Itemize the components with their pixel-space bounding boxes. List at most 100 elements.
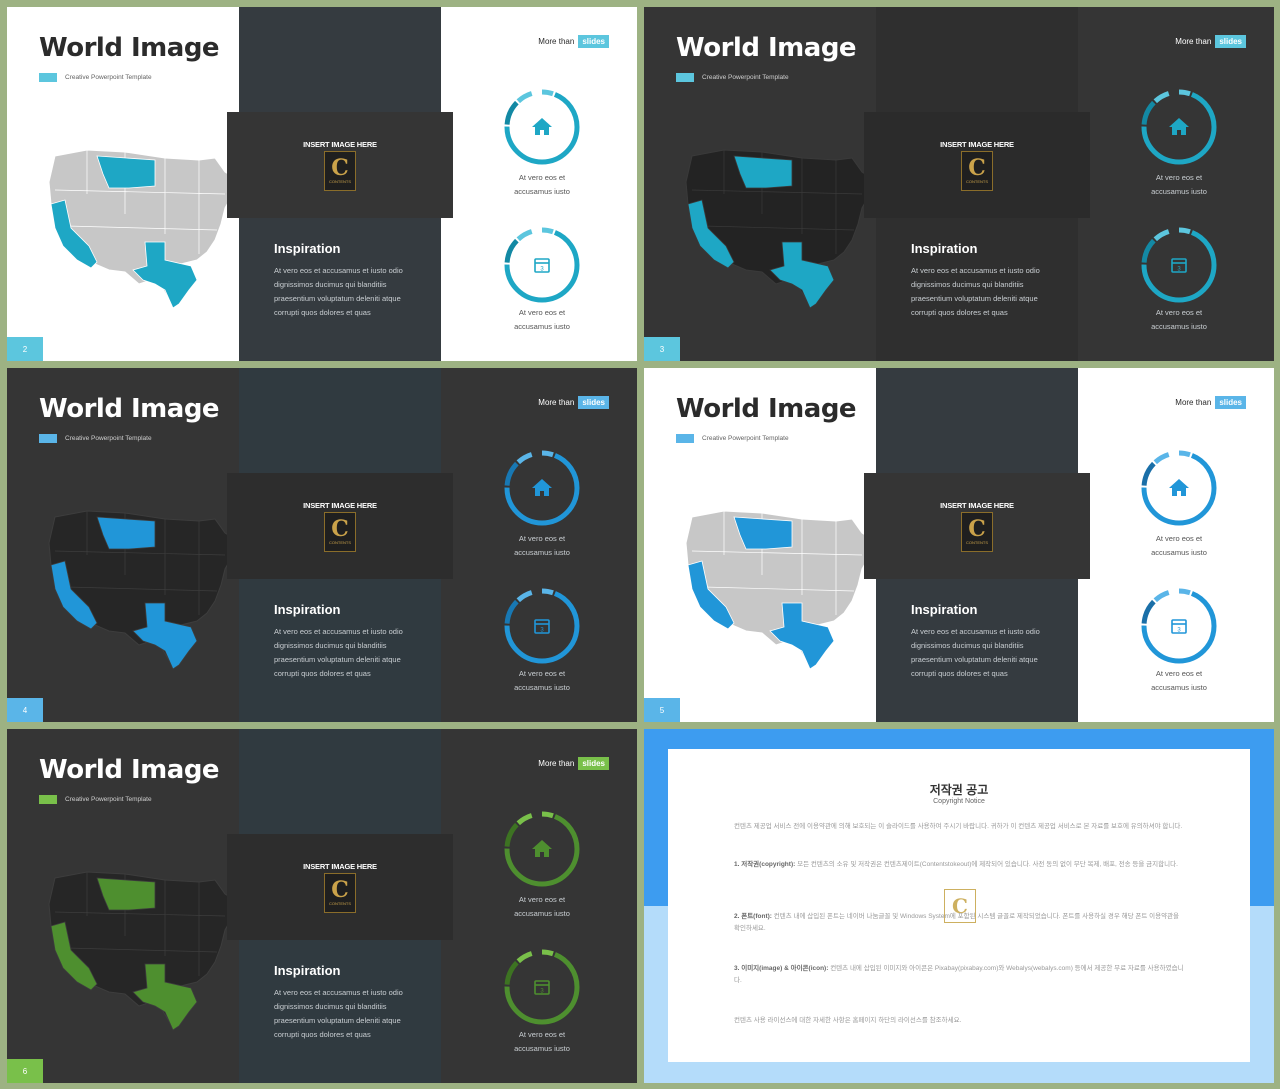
ring-caption-1: At vero eos et accusamus iusto <box>514 173 570 196</box>
ring-caption-1: At vero eos et accusamus iusto <box>1151 534 1207 557</box>
image-placeholder[interactable]: INSERT IMAGE HERE C CONTENTS <box>227 473 453 579</box>
image-placeholder[interactable]: INSERT IMAGE HERE C CONTENTS <box>864 473 1090 579</box>
contents-logo: C CONTENTS <box>324 872 356 913</box>
copyright-card: 저작권 공고 Copyright Notice 컨텐츠 제공업 서비스 전에 이… <box>668 749 1250 1062</box>
slides-badge: slides <box>578 396 609 409</box>
usa-map <box>685 149 873 309</box>
map-texas <box>769 602 835 670</box>
calendar-icon: 3 <box>534 258 550 273</box>
ring-calendar: 3 <box>1141 227 1217 303</box>
ring-caption-1: At vero eos et accusamus iusto <box>514 534 570 557</box>
map-montana <box>96 877 156 911</box>
map-texas <box>769 241 835 309</box>
more-than-text: More than <box>538 37 575 46</box>
inspiration-heading: Inspiration <box>274 602 341 617</box>
usa-map <box>685 510 873 670</box>
accent-swatch <box>676 434 694 443</box>
copyright-subtitle: Copyright Notice <box>933 798 985 805</box>
ring-home <box>1141 450 1217 526</box>
ring-home <box>1141 89 1217 165</box>
ring-segment <box>504 588 580 664</box>
slides-badge: slides <box>578 757 609 770</box>
ring-calendar: 3 <box>504 227 580 303</box>
ring-calendar: 3 <box>504 949 580 1025</box>
usa-map <box>48 149 236 309</box>
insert-image-label: INSERT IMAGE HERE <box>940 500 1014 510</box>
ring-segment <box>504 89 580 165</box>
slide-title: World Image <box>39 394 220 424</box>
ring-caption-2: At vero eos et accusamus iusto <box>514 1030 570 1053</box>
slide-thumbnail[interactable]: World Image Creative Powerpoint Template… <box>7 729 637 1083</box>
inspiration-body: At vero eos et accusamus et iusto odio d… <box>274 627 403 678</box>
ring-caption-2: At vero eos et accusamus iusto <box>1151 669 1207 692</box>
slide-thumbnail[interactable]: World Image Creative Powerpoint Template… <box>644 7 1274 361</box>
insert-image-label: INSERT IMAGE HERE <box>303 500 377 510</box>
image-placeholder[interactable]: INSERT IMAGE HERE C CONTENTS <box>864 112 1090 218</box>
ring-segment <box>1141 450 1217 526</box>
map-texas <box>132 602 198 670</box>
map-california <box>687 560 735 630</box>
ring-caption-2: At vero eos et accusamus iusto <box>1151 308 1207 331</box>
slide-subtitle: Creative Powerpoint Template <box>702 435 789 442</box>
copyright-section-3: 3. 이미지(image) & 아이콘(icon): 컨텐츠 내에 삽입된 이미… <box>734 965 1184 984</box>
copyright-slide[interactable]: 저작권 공고 Copyright Notice 컨텐츠 제공업 서비스 전에 이… <box>644 729 1274 1083</box>
map-montana <box>733 155 793 189</box>
ring-segment <box>504 227 580 303</box>
map-california <box>50 199 98 269</box>
image-placeholder[interactable]: INSERT IMAGE HERE C CONTENTS <box>227 112 453 218</box>
more-than-label: More than slides <box>538 396 609 409</box>
page-number: 2 <box>7 337 43 361</box>
ring-caption-1: At vero eos et accusamus iusto <box>1151 173 1207 196</box>
insert-image-label: INSERT IMAGE HERE <box>303 139 377 149</box>
calendar-icon: 3 <box>1171 619 1187 634</box>
map-california <box>687 199 735 269</box>
slide-title: World Image <box>676 394 857 424</box>
slide-subtitle: Creative Powerpoint Template <box>65 74 152 81</box>
slide-thumbnail[interactable]: World Image Creative Powerpoint Template… <box>7 368 637 722</box>
image-placeholder[interactable]: INSERT IMAGE HERE C CONTENTS <box>227 834 453 940</box>
map-california <box>50 560 98 630</box>
map-montana <box>96 155 156 189</box>
copyright-section-2: 2. 폰트(font): 컨텐츠 내에 삽입된 폰트는 네이버 나눔글꼴 및 W… <box>734 913 1180 932</box>
ring-segment <box>504 227 580 303</box>
insert-image-label: INSERT IMAGE HERE <box>303 861 377 871</box>
accent-swatch <box>39 795 57 804</box>
contents-logo: C CONTENTS <box>324 511 356 552</box>
copyright-section-1: 1. 저작권(copyright): 모든 컨텐츠의 소유 및 저작권은 컨텐츠… <box>734 861 1178 868</box>
copyright-footer: 컨텐츠 사용 라이선스에 대한 자세한 사항은 홈페이지 하단의 라이선스를 참… <box>734 1017 962 1024</box>
slide-subtitle: Creative Powerpoint Template <box>702 74 789 81</box>
ring-segment <box>504 588 580 664</box>
ring-caption-2: At vero eos et accusamus iusto <box>514 308 570 331</box>
slide-title: World Image <box>39 755 220 785</box>
subtitle-row: Creative Powerpoint Template <box>39 434 152 443</box>
ring-caption-1: At vero eos et accusamus iusto <box>514 895 570 918</box>
inspiration-body: At vero eos et accusamus et iusto odio d… <box>274 266 403 317</box>
subtitle-row: Creative Powerpoint Template <box>676 434 789 443</box>
ring-segment <box>1141 227 1217 303</box>
ring-segment <box>1141 227 1217 303</box>
contents-logo: C CONTENTS <box>324 150 356 191</box>
svg-text:3: 3 <box>540 267 544 273</box>
subtitle-row: Creative Powerpoint Template <box>39 795 152 804</box>
home-icon <box>1169 118 1189 135</box>
slide-thumbnail[interactable]: World Image Creative Powerpoint Template… <box>644 368 1274 722</box>
svg-text:3: 3 <box>1177 267 1181 273</box>
contents-logo: C CONTENTS <box>961 511 993 552</box>
inspiration-heading: Inspiration <box>274 963 341 978</box>
ring-segment <box>504 89 580 165</box>
more-than-text: More than <box>538 759 575 768</box>
ring-segment <box>1141 588 1217 664</box>
map-california <box>50 921 98 991</box>
slide-title: World Image <box>676 33 857 63</box>
slides-badge: slides <box>578 35 609 48</box>
usa-map <box>48 871 236 1031</box>
map-texas <box>132 963 198 1031</box>
accent-swatch <box>676 73 694 82</box>
ring-home <box>504 89 580 165</box>
slide-thumbnail[interactable]: World Image Creative Powerpoint Template… <box>7 7 637 361</box>
slide-subtitle: Creative Powerpoint Template <box>65 796 152 803</box>
inspiration-heading: Inspiration <box>274 241 341 256</box>
ring-segment <box>504 450 580 526</box>
inspiration-body: At vero eos et accusamus et iusto odio d… <box>911 627 1040 678</box>
home-icon <box>1169 479 1189 496</box>
